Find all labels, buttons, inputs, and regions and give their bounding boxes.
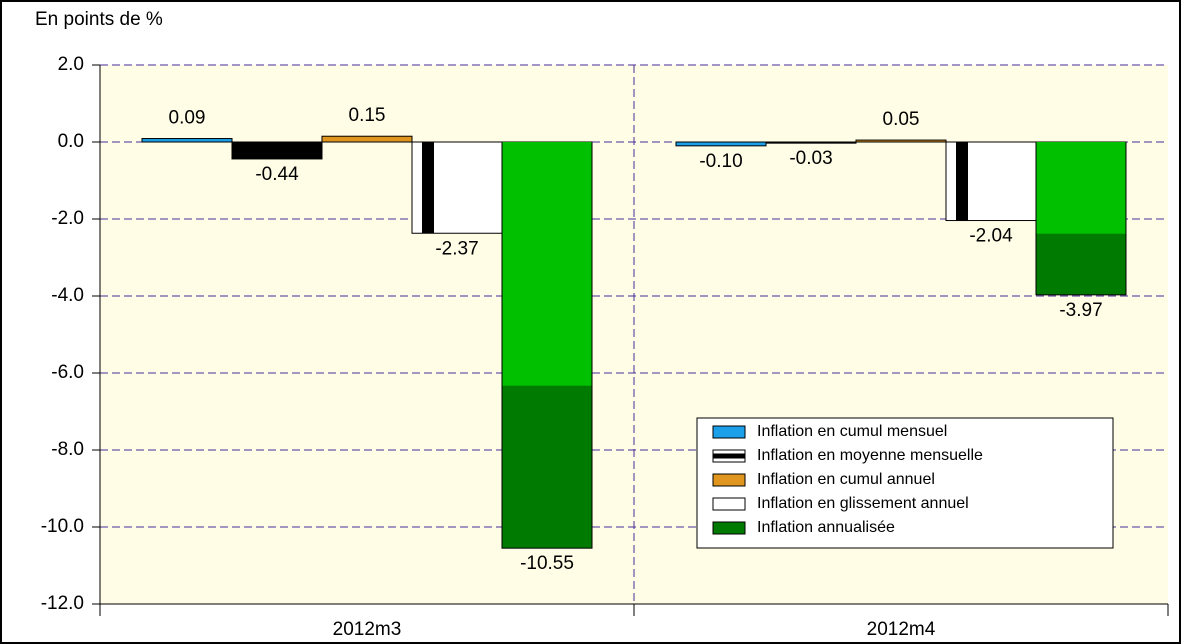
bar — [675, 141, 767, 147]
bar-shade — [502, 142, 592, 386]
data-label: -10.55 — [520, 553, 574, 574]
legend-label: Inflation en glissement annuel — [757, 495, 969, 512]
bar-stripe — [422, 142, 434, 234]
data-label: -0.44 — [255, 164, 299, 185]
legend-label: Inflation en moyenne mensuelle — [757, 447, 983, 464]
legend-swatch — [712, 473, 746, 487]
y-tick-label: -8.0 — [51, 439, 84, 460]
bar-stripe — [768, 142, 854, 144]
data-label: -2.04 — [969, 226, 1013, 247]
bar — [855, 139, 947, 143]
legend-swatch-stripe — [713, 453, 745, 459]
data-label: -0.10 — [699, 151, 742, 172]
y-tick-label: -4.0 — [51, 285, 84, 306]
y-axis-title: En points de % — [35, 9, 163, 30]
bar-stripe — [956, 142, 968, 221]
x-tick-label: 2012m4 — [867, 619, 936, 640]
legend — [696, 417, 1114, 549]
legend-swatch — [712, 425, 746, 439]
y-tick-label: 0.0 — [58, 131, 84, 152]
bar-stripe — [234, 147, 320, 154]
legend-swatch — [712, 497, 746, 511]
x-tick-label: 2012m3 — [333, 619, 402, 640]
bar-shade — [1036, 142, 1126, 234]
y-tick-label: -12.0 — [41, 593, 84, 614]
legend-swatch — [712, 521, 746, 535]
y-tick-label: -6.0 — [51, 362, 84, 383]
bar — [141, 138, 233, 143]
data-label: 0.05 — [883, 109, 920, 130]
data-label: 0.15 — [349, 105, 386, 126]
data-label: -2.37 — [435, 238, 478, 259]
y-tick-label: -10.0 — [41, 516, 84, 537]
data-label: -3.97 — [1059, 300, 1102, 321]
legend-label: Inflation en cumul annuel — [757, 471, 935, 488]
y-tick-label: 2.0 — [58, 54, 84, 75]
legend-label: Inflation annualisée — [757, 519, 895, 536]
bar — [321, 135, 413, 143]
data-label: 0.09 — [169, 108, 206, 129]
y-tick-label: -2.0 — [51, 208, 84, 229]
data-label: -0.03 — [789, 148, 832, 169]
legend-label: Inflation en cumul mensuel — [757, 423, 947, 440]
